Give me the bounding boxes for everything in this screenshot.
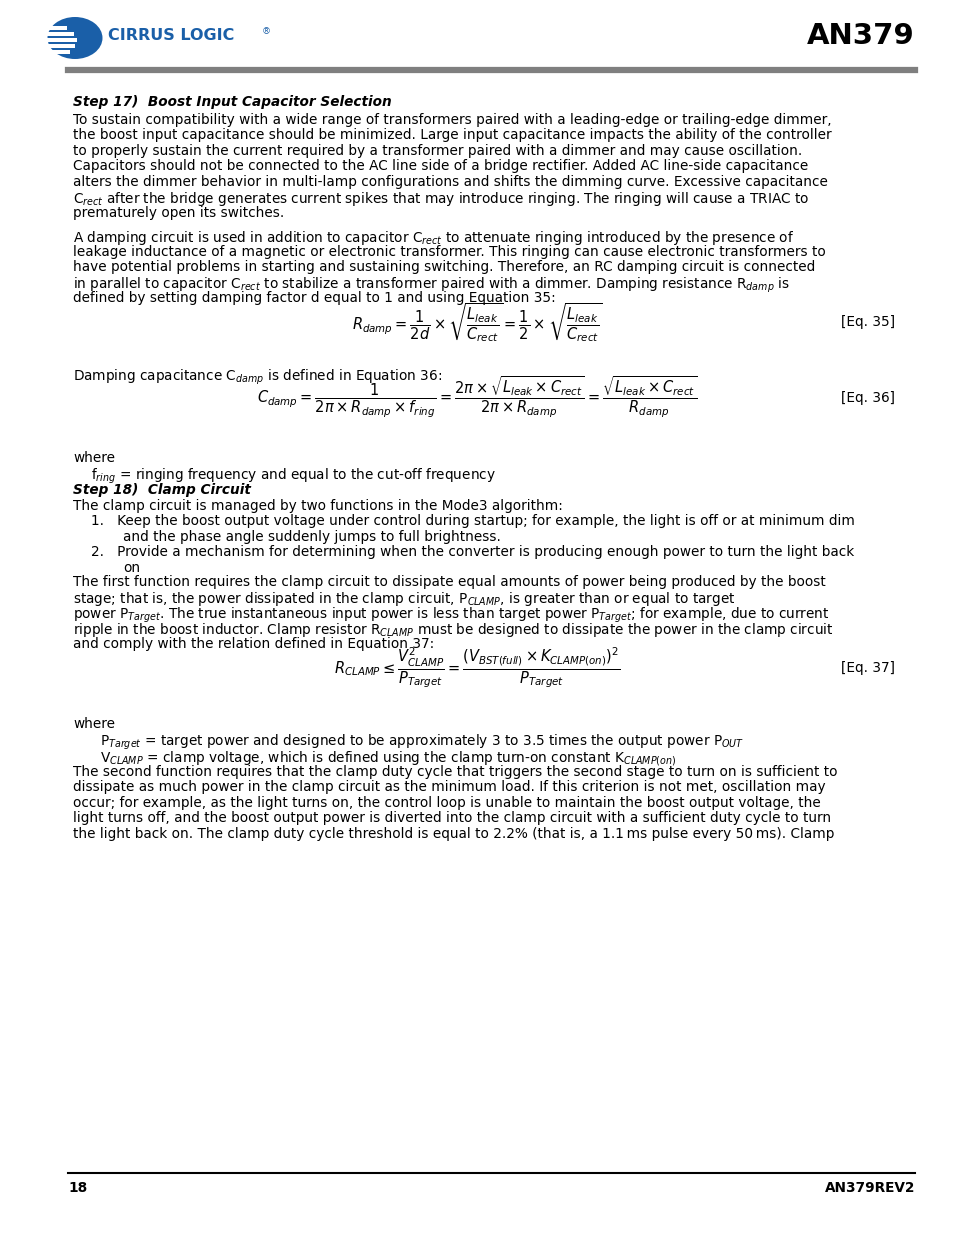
Text: light turns off, and the boost output power is diverted into the clamp circuit w: light turns off, and the boost output po…	[73, 811, 830, 825]
Text: where: where	[73, 451, 115, 464]
Text: $R_{damp} = \dfrac{1}{2d} \times \sqrt{\dfrac{L_{leak}}{C_{rect}}} = \dfrac{1}{2: $R_{damp} = \dfrac{1}{2d} \times \sqrt{\…	[351, 301, 602, 343]
Text: Damping capacitance C$_{damp}$ is defined in Equation 36:: Damping capacitance C$_{damp}$ is define…	[73, 368, 441, 388]
Text: AN379: AN379	[806, 22, 914, 49]
Text: AN379REV2: AN379REV2	[823, 1181, 914, 1195]
Bar	[42, 26, 67, 30]
Text: alters the dimmer behavior in multi-lamp configurations and shifts the dimming c: alters the dimmer behavior in multi-lamp…	[73, 175, 827, 189]
Text: To sustain compatibility with a wide range of transformers paired with a leading: To sustain compatibility with a wide ran…	[73, 112, 831, 127]
Bar	[42, 49, 70, 53]
Text: Step 18)  Clamp Circuit: Step 18) Clamp Circuit	[73, 483, 251, 498]
Text: and comply with the relation defined in Equation 37:: and comply with the relation defined in …	[73, 637, 434, 651]
Text: $C_{damp} = \dfrac{1}{2\pi \times R_{damp} \times f_{ring}} = \dfrac{2\pi \times: $C_{damp} = \dfrac{1}{2\pi \times R_{dam…	[256, 375, 697, 420]
Text: [Eq. 37]: [Eq. 37]	[841, 661, 894, 676]
Bar	[42, 43, 75, 47]
Text: [Eq. 36]: [Eq. 36]	[841, 391, 894, 405]
Text: have potential problems in starting and sustaining switching. Therefore, an RC d: have potential problems in starting and …	[73, 261, 815, 274]
Text: to properly sustain the current required by a transformer paired with a dimmer a: to properly sustain the current required…	[73, 143, 801, 158]
Text: 2.   Provide a mechanism for determining when the converter is producing enough : 2. Provide a mechanism for determining w…	[91, 546, 853, 559]
Text: ®: ®	[262, 27, 271, 37]
Text: f$_{ring}$ = ringing frequency and equal to the cut-off frequency: f$_{ring}$ = ringing frequency and equal…	[91, 467, 496, 485]
Text: P$_{Target}$ = target power and designed to be approximately 3 to 3.5 times the : P$_{Target}$ = target power and designed…	[100, 732, 743, 752]
Text: $R_{CLAMP} \leq \dfrac{V^2_{CLAMP}}{P_{Target}} = \dfrac{(V_{BST(full)} \times K: $R_{CLAMP} \leq \dfrac{V^2_{CLAMP}}{P_{T…	[334, 646, 619, 690]
Text: the boost input capacitance should be minimized. Large input capacitance impacts: the boost input capacitance should be mi…	[73, 128, 831, 142]
Text: Capacitors should not be connected to the AC line side of a bridge rectifier. Ad: Capacitors should not be connected to th…	[73, 159, 807, 173]
Bar	[42, 38, 77, 42]
Text: stage; that is, the power dissipated in the clamp circuit, P$_{CLAMP}$, is great: stage; that is, the power dissipated in …	[73, 590, 735, 608]
Text: The second function requires that the clamp duty cycle that triggers the second : The second function requires that the cl…	[73, 764, 837, 779]
Bar	[42, 32, 74, 36]
Ellipse shape	[48, 17, 102, 59]
Text: Step 17)  Boost Input Capacitor Selection: Step 17) Boost Input Capacitor Selection	[73, 95, 392, 109]
Text: dissipate as much power in the clamp circuit as the minimum load. If this criter: dissipate as much power in the clamp cir…	[73, 781, 824, 794]
Text: A damping circuit is used in addition to capacitor C$_{rect}$ to attenuate ringi: A damping circuit is used in addition to…	[73, 228, 794, 247]
Text: prematurely open its switches.: prematurely open its switches.	[73, 206, 284, 220]
Text: in parallel to capacitor C$_{rect}$ to stabilize a transformer paired with a dim: in parallel to capacitor C$_{rect}$ to s…	[73, 275, 789, 295]
Text: 18: 18	[68, 1181, 87, 1195]
Text: C$_{rect}$ after the bridge generates current spikes that may introduce ringing.: C$_{rect}$ after the bridge generates cu…	[73, 190, 808, 209]
Text: power P$_{Target}$. The true instantaneous input power is less than target power: power P$_{Target}$. The true instantaneo…	[73, 605, 828, 625]
Text: on: on	[123, 561, 140, 574]
Text: 1.   Keep the boost output voltage under control during startup; for example, th: 1. Keep the boost output voltage under c…	[91, 514, 854, 529]
Text: and the phase angle suddenly jumps to full brightness.: and the phase angle suddenly jumps to fu…	[123, 530, 500, 543]
Text: The first function requires the clamp circuit to dissipate equal amounts of powe: The first function requires the clamp ci…	[73, 574, 825, 589]
Text: ripple in the boost inductor. Clamp resistor R$_{CLAMP}$ must be designed to dis: ripple in the boost inductor. Clamp resi…	[73, 621, 833, 640]
Text: occur; for example, as the light turns on, the control loop is unable to maintai: occur; for example, as the light turns o…	[73, 797, 820, 810]
Text: where: where	[73, 718, 115, 731]
Text: the light back on. The clamp duty cycle threshold is equal to 2.2% (that is, a 1: the light back on. The clamp duty cycle …	[73, 827, 834, 841]
Text: V$_{CLAMP}$ = clamp voltage, which is defined using the clamp turn-on constant K: V$_{CLAMP}$ = clamp voltage, which is de…	[100, 750, 676, 768]
Text: CIRRUS LOGIC: CIRRUS LOGIC	[108, 28, 234, 43]
Text: The clamp circuit is managed by two functions in the Mode3 algorithm:: The clamp circuit is managed by two func…	[73, 499, 562, 513]
Text: leakage inductance of a magnetic or electronic transformer. This ringing can cau: leakage inductance of a magnetic or elec…	[73, 245, 825, 258]
Text: defined by setting damping factor d equal to 1 and using Equation 35:: defined by setting damping factor d equa…	[73, 291, 556, 305]
Text: [Eq. 35]: [Eq. 35]	[840, 315, 894, 330]
